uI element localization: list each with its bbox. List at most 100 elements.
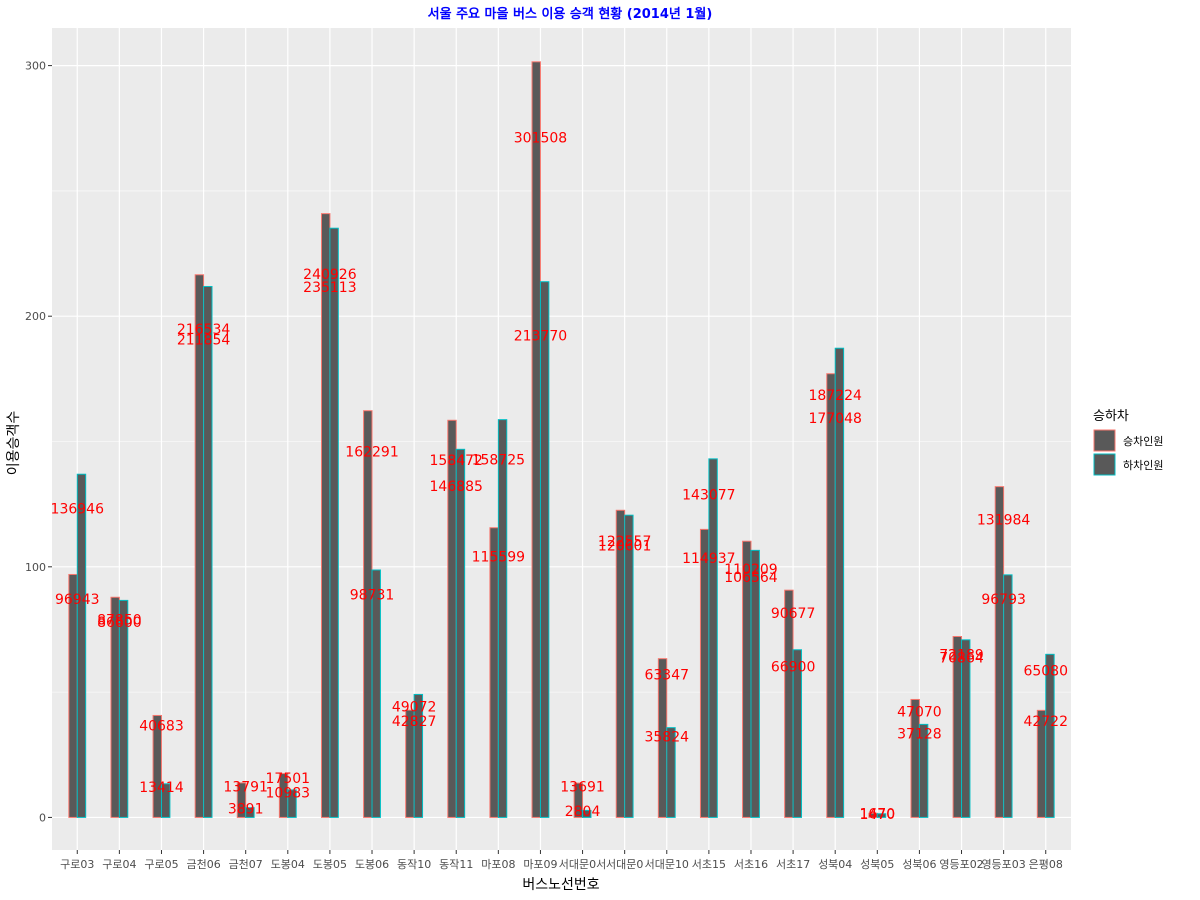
bars [68,61,1055,818]
bar-boarding-0 [68,573,78,818]
data-label-alighting-13: 120601 [598,538,651,554]
data-label-boarding-23: 42722 [1023,714,1068,730]
data-label-boarding-21: 72189 [939,648,984,664]
x-tick-label: 마포08 [481,858,515,871]
data-label-boarding-16: 110209 [724,562,777,578]
x-tick-label: 서초17 [776,858,810,871]
x-tick-label: 도봉04 [271,858,305,871]
bar-alighting-0 [76,473,87,818]
bar-alighting-21 [961,639,971,818]
x-tick-label: 은평08 [1029,858,1063,871]
data-label-alighting-8: 49072 [392,700,437,716]
data-label-boarding-4: 13791 [223,779,268,795]
data-label-alighting-12: 2804 [565,804,601,820]
bar-boarding-6 [320,213,331,818]
bar-boarding-11 [531,61,541,818]
data-label-alighting-2: 13414 [139,780,184,796]
x-axis-title: 버스노선번호 [522,877,599,893]
x-tick-label: 구로03 [60,858,94,871]
data-label-alighting-4: 3891 [228,802,264,818]
data-label-alighting-6: 235113 [303,280,356,296]
bar-boarding-3 [194,274,205,818]
axes: 0 100 200 300 구로03 구로04 구로05 금천06 금천07 도봉04 도봉05 도봉… [25,60,1063,871]
data-label-alighting-14: 35824 [644,730,689,746]
legend-key-1 [1093,453,1116,476]
bar-alighting-7 [371,569,381,818]
data-label-alighting-3: 211854 [177,333,231,349]
x-tick-label: 영등포03 [981,858,1025,871]
data-label-alighting-23: 65080 [1023,664,1068,680]
data-label-boarding-5: 17501 [266,771,311,787]
legend-key-0 [1093,429,1116,452]
bar-boarding-12 [573,782,584,818]
x-tick-label: 동작10 [397,858,431,871]
data-label-boarding-11: 301508 [514,130,567,146]
legend-title: 승하차 [1093,409,1129,424]
data-label-boarding-9: 158472 [430,453,483,469]
data-label-boarding-12: 13691 [560,780,605,796]
data-label-alighting-18: 187224 [808,388,862,404]
data-label-alighting-16: 106564 [724,570,778,586]
bar-alighting-14 [666,727,676,818]
x-tick-label: 서대문0 [606,858,643,871]
bar-boarding-10 [489,527,499,818]
bar-boarding-15 [699,528,710,818]
data-label-alighting-11: 213770 [514,328,567,344]
y-tick-label: 0 [39,811,46,824]
x-tick-label: 마포09 [523,858,557,871]
bar-alighting-16 [750,549,760,818]
x-tick-label: 성북06 [902,858,936,871]
legend-label-0: 승차인원 [1123,435,1163,448]
bar-boarding-4 [236,782,247,818]
x-tick-label: 동작11 [439,858,473,871]
data-label-alighting-7: 98731 [350,588,395,604]
legend-item-1: 하차인원 [1093,453,1163,476]
data-label-boarding-20: 47070 [897,704,942,720]
bar-boarding-13 [615,509,626,818]
bar-alighting-22 [1003,574,1013,818]
x-tick-label: 서초16 [734,858,768,871]
data-label-boarding-7: 162291 [345,444,398,460]
data-label-alighting-21: 70864 [939,651,984,667]
x-tick-label: 서초15 [692,858,726,871]
plot-panel [52,28,1071,850]
x-tick-label: 금천06 [186,857,220,871]
chart-title: 서울 주요 마을 버스 이용 승객 현황 (2014년 1월) [428,6,713,22]
data-label-boarding-17: 90677 [771,606,816,622]
x-tick-label: 도봉06 [355,858,389,871]
x-tick-label: 구로05 [144,858,178,871]
data-label-alighting-20: 37128 [897,727,942,743]
bar-alighting-13 [624,514,634,818]
bar-alighting-18 [834,347,845,818]
bar-alighting-23 [1045,653,1055,818]
data-label-boarding-14: 63347 [644,668,689,684]
data-label-alighting-0: 136946 [51,502,105,518]
bar-boarding-7 [363,410,373,818]
bar-boarding-18 [826,373,836,818]
bar-alighting-3 [203,285,213,818]
data-label-boarding-1: 87850 [97,612,142,628]
data-label-boarding-19: 1670 [859,807,895,823]
bar-alighting-10 [497,419,508,818]
data-label-boarding-6: 240926 [303,267,357,283]
bar-alighting-19 [876,813,887,818]
bar-boarding-2 [152,714,162,818]
y-axis-title: 이용승객수 [6,411,22,476]
data-label-alighting-19: 1470 [859,807,895,823]
x-tick-label: 금천07 [229,857,263,871]
x-tick-label: 영등포02 [939,858,983,871]
y-tick-label: 300 [25,60,46,73]
bar-alighting-20 [918,723,929,818]
y-tick-label: 200 [25,310,46,323]
data-label-alighting-22: 96793 [981,592,1026,608]
data-label-boarding-3: 216534 [177,322,231,338]
data-label-boarding-8: 42827 [392,714,437,730]
data-label-boarding-18: 177048 [808,411,861,427]
bar-boarding-22 [994,486,1005,818]
bar-alighting-2 [160,783,171,818]
x-tick-label: 구로04 [102,858,136,871]
bar-alighting-11 [539,281,550,818]
data-label-boarding-15: 114937 [682,551,735,567]
